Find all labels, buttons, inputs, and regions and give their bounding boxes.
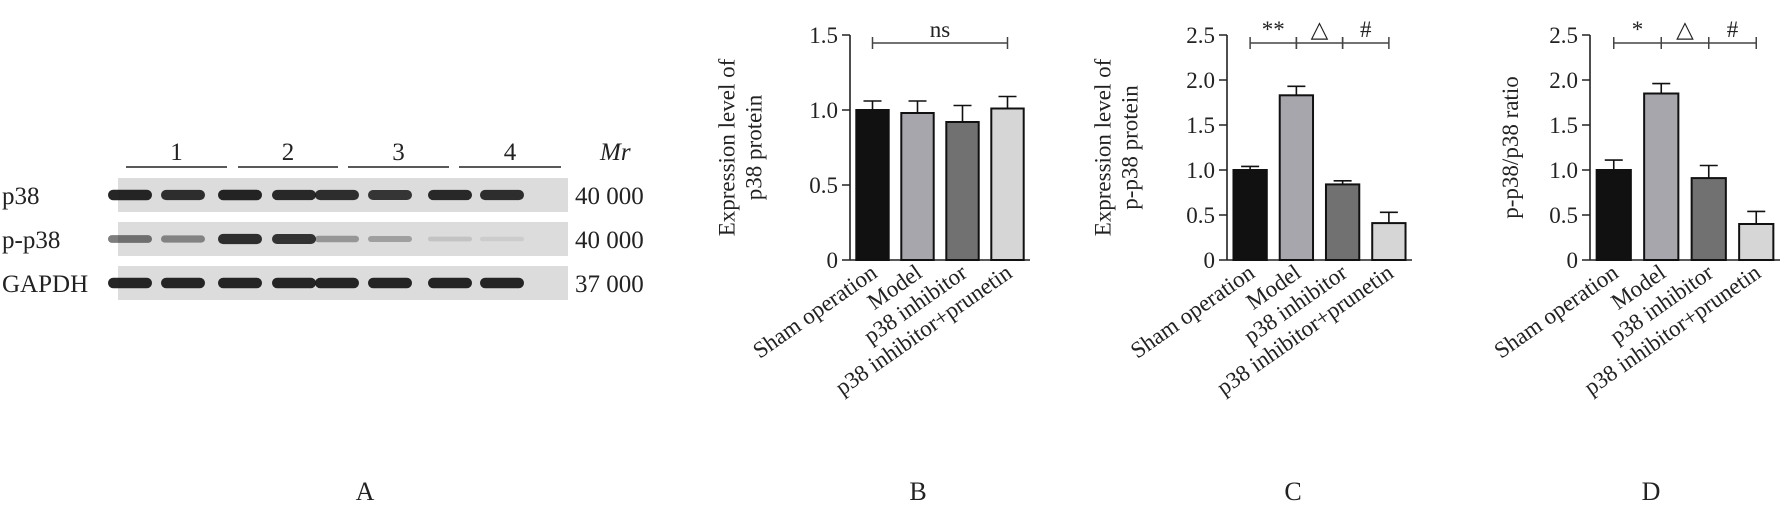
y-tick-label: 2.0 — [1549, 68, 1578, 93]
lane-label: 4 — [504, 139, 517, 166]
blot-band — [218, 189, 262, 201]
significance-label: * — [1632, 17, 1644, 42]
y-axis-label: Expression level of — [1091, 58, 1116, 236]
y-tick-label: 1.5 — [1186, 113, 1215, 138]
mr-value: 40 000 — [575, 227, 644, 254]
y-tick-label: 0.5 — [1186, 203, 1215, 228]
y-tick-label: 0 — [827, 248, 839, 273]
panel-letters: A B C D — [356, 477, 1661, 506]
bar — [1232, 169, 1268, 261]
blot-band — [218, 277, 262, 289]
blot-band — [108, 189, 152, 201]
bar — [945, 121, 980, 261]
blot-band — [272, 277, 316, 289]
y-axis-label: p38 protein — [742, 94, 767, 200]
blot-band — [315, 235, 359, 243]
category-label: Sham operation — [748, 259, 882, 363]
blot-band — [315, 277, 359, 289]
blot-band — [272, 189, 316, 201]
y-tick-label: 1.5 — [809, 23, 838, 48]
significance-label: # — [1727, 17, 1739, 42]
blot-band — [368, 235, 412, 243]
blot-row-label: GAPDH — [2, 271, 88, 298]
blot-band — [218, 233, 262, 245]
category-label: Sham operation — [1490, 259, 1624, 363]
category-label: Sham operation — [1126, 259, 1260, 363]
panel-d-chart: 0 0.5 1.0 1.5 2.0 2.5 p-p38/p38 ratio Sham oper… — [1490, 17, 1780, 400]
mr-value: 40 000 — [575, 183, 644, 210]
panel-letter: D — [1642, 477, 1661, 506]
blot-row-label: p-p38 — [2, 227, 60, 254]
blot-band — [161, 235, 205, 243]
y-tick-label: 2.0 — [1186, 68, 1215, 93]
y-tick-label: 0.5 — [809, 173, 838, 198]
y-tick-label: 2.5 — [1186, 23, 1215, 48]
panel-c-chart: 0 0.5 1.0 1.5 2.0 2.5 Expression level of p-p38… — [1091, 17, 1412, 400]
blot-row-label: p38 — [2, 183, 40, 210]
y-tick-label: 1.0 — [809, 98, 838, 123]
significance-label: △ — [1676, 17, 1694, 42]
bar — [1595, 169, 1632, 261]
bar — [1324, 183, 1361, 261]
blot-band — [315, 189, 359, 201]
bar — [1690, 177, 1727, 262]
blot-band — [428, 189, 472, 201]
blot-band — [428, 277, 472, 289]
lane-label: 3 — [392, 139, 405, 166]
blot-band — [368, 277, 412, 289]
bar — [855, 109, 890, 261]
y-tick-label: 0.5 — [1549, 203, 1578, 228]
bar — [1278, 94, 1315, 261]
panel-letter: A — [356, 477, 375, 506]
y-tick-label: 1.0 — [1186, 158, 1215, 183]
lane-label: 2 — [282, 139, 295, 166]
significance-label: # — [1360, 17, 1372, 42]
blot-strip — [118, 222, 568, 256]
y-tick-label: 1.5 — [1549, 113, 1578, 138]
blot-band — [161, 189, 205, 201]
y-tick-label: 1.0 — [1549, 158, 1578, 183]
bar — [900, 112, 935, 261]
blot-band — [368, 190, 412, 200]
y-tick-label: 2.5 — [1549, 23, 1578, 48]
panel-letter: C — [1284, 477, 1301, 506]
blot-band — [480, 277, 524, 289]
panel-a-western-blot: 1 2 3 4 Mr p38 40 000 p-p38 40 000 GAPDH 37 000 — [2, 139, 644, 300]
y-tick-label: 0 — [1567, 248, 1579, 273]
panel-b-chart: 0 0.5 1.0 1.5 Expression level of p38 protein… — [715, 17, 1030, 400]
y-axis-label: p-p38/p38 ratio — [1498, 76, 1523, 218]
bar — [1738, 223, 1775, 261]
blot-band — [480, 236, 524, 242]
blot-band — [108, 277, 152, 289]
y-axis-label: Expression level of — [715, 58, 740, 236]
mr-value: 37 000 — [575, 271, 644, 298]
lane-label: 1 — [170, 139, 183, 166]
blot-band — [272, 234, 316, 244]
panel-letter: B — [909, 477, 926, 506]
mr-label: Mr — [599, 139, 631, 166]
significance-label: ns — [930, 17, 951, 42]
blot-band — [480, 189, 524, 201]
blot-band — [161, 277, 205, 289]
bar — [1371, 222, 1407, 262]
blot-band — [108, 235, 152, 243]
y-axis-label: p-p38 protein — [1118, 85, 1143, 210]
significance-label: △ — [1311, 17, 1329, 42]
blot-band — [428, 236, 472, 242]
bar — [990, 107, 1025, 261]
significance-label: ** — [1262, 17, 1285, 42]
bar — [1643, 92, 1680, 261]
y-tick-label: 0 — [1204, 248, 1216, 273]
